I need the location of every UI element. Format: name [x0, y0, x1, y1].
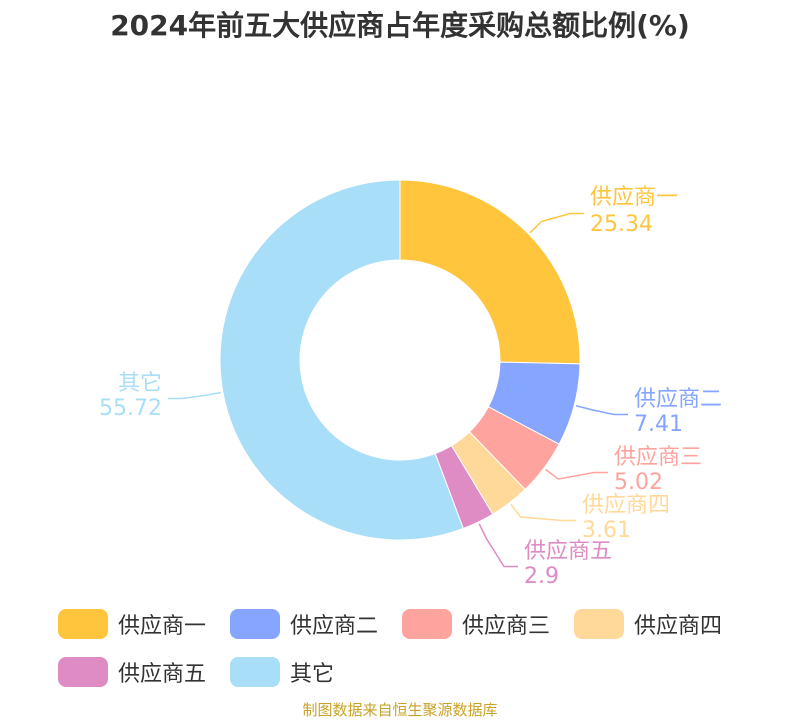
legend-swatch-5 [58, 657, 108, 687]
legend-item-5[interactable]: 供应商五 [58, 656, 206, 688]
legend-swatch-1 [58, 609, 108, 639]
slice-1 [399, 179, 581, 365]
leader-line-1 [529, 212, 584, 234]
legend-item-3[interactable]: 供应商三 [402, 608, 550, 640]
slice-label-1: 供应商一 [590, 185, 678, 210]
legend-swatch-2 [230, 609, 281, 639]
slice-value-3: 5.02 [614, 470, 663, 495]
slice-value-6: 55.72 [99, 396, 162, 421]
leader-line-6 [168, 391, 222, 400]
legend-item-4[interactable]: 供应商四 [574, 608, 722, 640]
legend-swatch-6 [230, 657, 281, 687]
slice-6 [219, 179, 464, 541]
legend-swatch-3 [402, 609, 453, 639]
legend-label-6: 其它 [290, 662, 335, 687]
slice-value-2: 7.41 [634, 412, 683, 437]
legend-item-6[interactable]: 其它 [230, 656, 334, 688]
slice-label-4: 供应商四 [582, 493, 670, 518]
slice-value-1: 25.34 [590, 212, 653, 237]
slice-value-5: 2.9 [524, 564, 559, 589]
legend-item-2[interactable]: 供应商二 [230, 608, 378, 640]
leader-line-5 [478, 523, 518, 568]
slice-label-3: 供应商三 [614, 445, 702, 470]
legend-label-5: 供应商五 [118, 662, 207, 687]
legend-swatch-4 [574, 609, 625, 639]
leader-line-3 [545, 468, 608, 480]
chart-title: 2024年前五大供应商占年度采购总额比例(%) [110, 9, 690, 42]
legend-label-4: 供应商四 [634, 614, 723, 639]
legend-item-1[interactable]: 供应商一 [58, 608, 206, 640]
slice-value-4: 3.61 [582, 518, 631, 543]
slice-label-2: 供应商二 [634, 387, 722, 412]
legend-label-2: 供应商二 [290, 614, 379, 639]
legend-label-3: 供应商三 [462, 614, 551, 639]
source-note: 制图数据来自恒生聚源数据库 [302, 701, 498, 719]
slice-label-6: 其它 [118, 371, 162, 396]
legend-label-1: 供应商一 [118, 614, 207, 639]
leader-line-4 [510, 503, 576, 522]
slice-label-5: 供应商五 [524, 539, 612, 564]
leader-line-2 [575, 405, 628, 416]
legend: 供应商一 供应商二 供应商三 供应商四供应商五 其它 [58, 608, 778, 688]
